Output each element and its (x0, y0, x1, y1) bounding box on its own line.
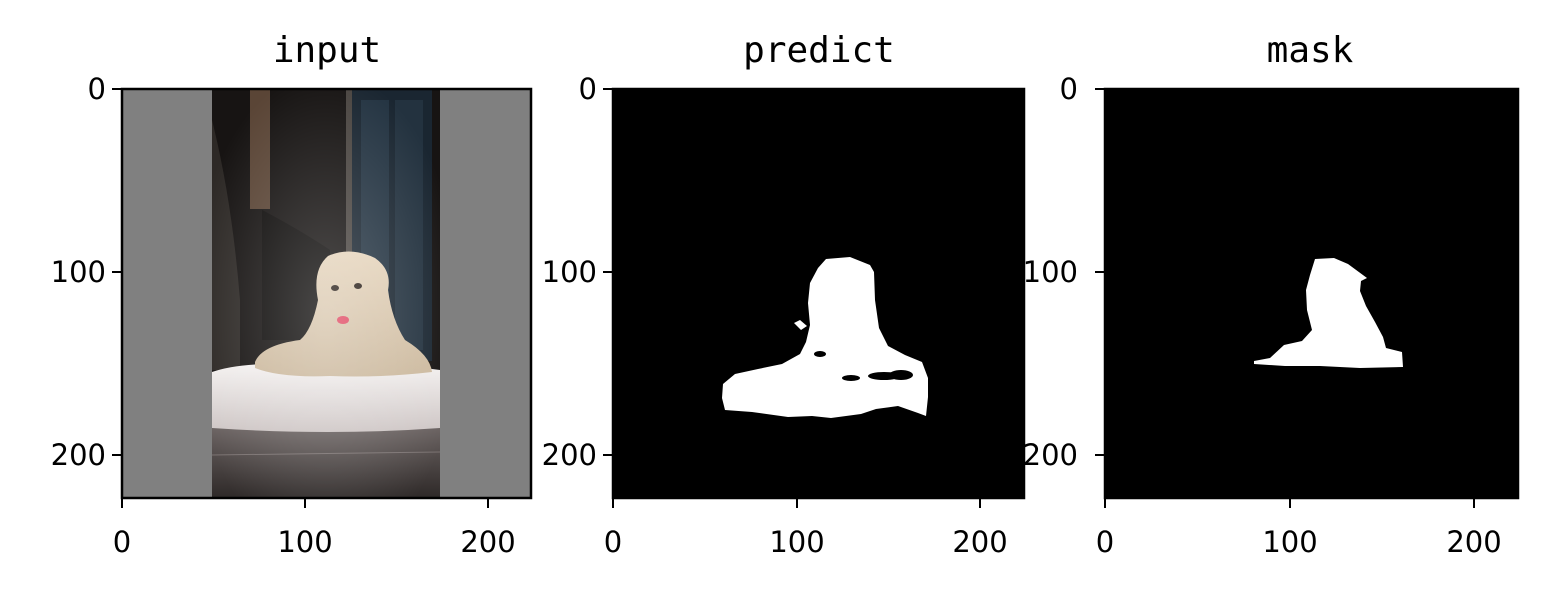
x-tick-label: 0 (1096, 525, 1114, 559)
y-axis: 0 100 200 (51, 72, 122, 472)
y-tick-label: 100 (1023, 255, 1078, 289)
axes-frame (120, 87, 533, 500)
panel-title: predict (743, 30, 895, 71)
x-axis: 0 100 200 (113, 498, 516, 559)
x-axis: 0 100 200 (1096, 498, 1502, 559)
input-image (122, 89, 531, 498)
y-tick-label: 0 (1060, 72, 1078, 106)
y-tick-label: 200 (542, 438, 597, 472)
panel-mask: mask 0 100 200 0 100 200 (1023, 30, 1520, 559)
left-padding (122, 89, 212, 498)
x-axis: 0 100 200 (604, 498, 1008, 559)
panel-title: mask (1267, 30, 1354, 71)
axes-frame (611, 87, 1026, 500)
x-tick-label: 200 (460, 525, 515, 559)
y-axis: 0 100 200 (1023, 72, 1105, 472)
y-tick-label: 100 (51, 255, 106, 289)
panel-title: input (273, 30, 381, 71)
y-tick-label: 100 (542, 255, 597, 289)
y-axis: 0 100 200 (542, 72, 613, 472)
y-tick-label: 0 (579, 72, 597, 106)
ground-truth-foreground (1254, 258, 1403, 368)
x-tick-label: 0 (113, 525, 131, 559)
y-tick-label: 200 (51, 438, 106, 472)
y-tick-label: 200 (1023, 438, 1078, 472)
x-tick-label: 100 (277, 525, 332, 559)
mask-image (1105, 89, 1518, 498)
right-padding (440, 89, 531, 498)
x-tick-label: 100 (1262, 525, 1317, 559)
predict-image (613, 89, 1024, 498)
panel-predict: predict 0 100 200 0 100 20 (542, 30, 1026, 559)
axes-frame (1103, 87, 1520, 500)
x-tick-label: 200 (1446, 525, 1501, 559)
x-tick-label: 100 (769, 525, 824, 559)
x-tick-label: 0 (604, 525, 622, 559)
y-tick-label: 0 (88, 72, 106, 106)
panel-input: input (51, 30, 533, 559)
x-tick-label: 200 (952, 525, 1007, 559)
